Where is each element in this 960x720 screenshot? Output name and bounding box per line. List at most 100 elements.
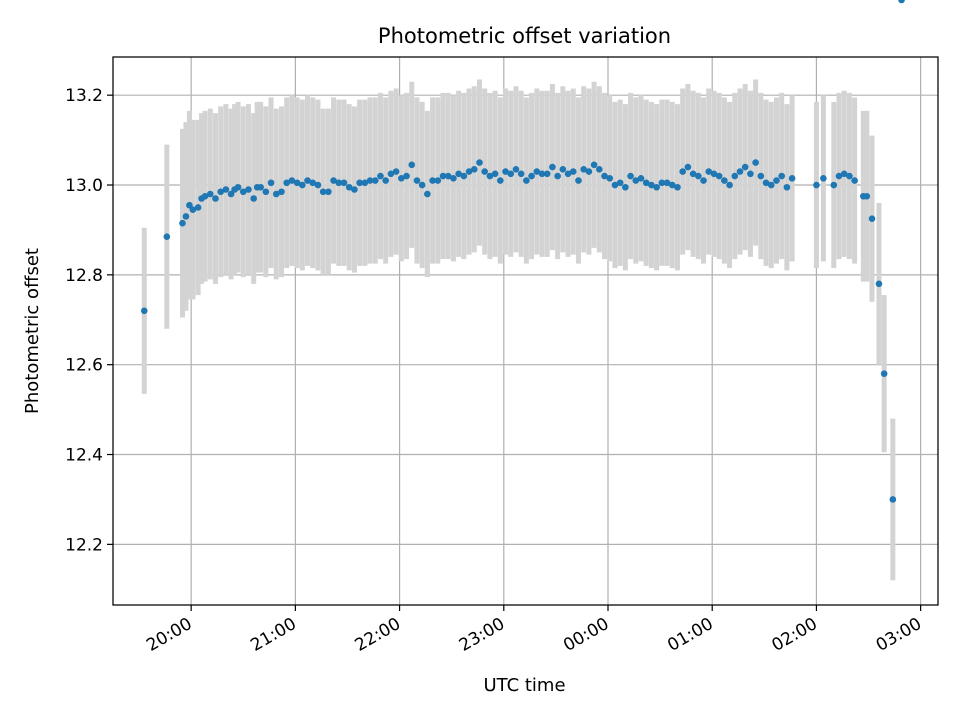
chart-title: Photometric offset variation [378, 24, 671, 48]
data-point [813, 181, 820, 189]
data-point [314, 181, 322, 189]
data-point [663, 179, 671, 187]
data-point [533, 168, 541, 175]
data-point [194, 204, 202, 211]
data-point [222, 186, 230, 193]
data-point [835, 172, 843, 180]
data-point [741, 163, 749, 171]
data-point [460, 172, 468, 180]
x-tick-label: 02:00 [768, 614, 820, 656]
data-point [710, 170, 718, 178]
data-point [736, 168, 744, 175]
data-point [851, 177, 858, 184]
data-point [371, 177, 379, 184]
data-point [403, 172, 410, 180]
data-point [757, 172, 765, 180]
data-point [580, 165, 587, 173]
data-point [486, 172, 494, 180]
data-point [434, 177, 442, 184]
data-point [820, 174, 827, 182]
data-point [564, 170, 572, 178]
data-point [299, 181, 306, 189]
data-point [491, 170, 499, 178]
data-point [408, 161, 416, 169]
data-point [700, 177, 707, 184]
data-point [444, 172, 452, 180]
data-point [783, 183, 791, 191]
data-point [335, 179, 343, 187]
data-point [163, 233, 171, 240]
data-point [319, 188, 327, 196]
data-point [507, 170, 515, 178]
y-axis-ticks: 12.2 12.4 12.6 12.8 13.0 13.2 [65, 86, 113, 555]
data-point [361, 179, 369, 187]
data-point [182, 213, 190, 220]
data-point [212, 195, 219, 202]
data-point [627, 172, 634, 180]
data-point [559, 165, 567, 173]
data-point [726, 181, 733, 189]
data-point [674, 183, 681, 191]
data-point [747, 170, 754, 178]
x-tick-label: 03:00 [873, 614, 925, 656]
x-axis-ticks: 20:00 21:00 22:00 23:00 00:00 01:00 02:00 03:00 [143, 605, 925, 656]
plot-frame [112, 56, 939, 606]
data-point [528, 172, 535, 180]
data-point [695, 172, 702, 180]
data-point [465, 168, 473, 175]
data-point [413, 177, 421, 184]
data-point [689, 170, 697, 178]
data-point [767, 181, 775, 189]
data-point [366, 177, 374, 184]
x-tick-label: 21:00 [247, 614, 299, 656]
data-point [227, 190, 235, 198]
data-point [455, 170, 462, 178]
data-point [773, 177, 780, 184]
data-point [840, 170, 848, 178]
data-point [830, 181, 838, 189]
data-point [653, 183, 660, 191]
y-tick-label: 12.4 [65, 446, 103, 466]
points-layer [140, 0, 905, 503]
data-point [752, 159, 759, 166]
data-point [257, 183, 264, 191]
data-point [637, 174, 645, 182]
data-point [502, 168, 509, 175]
x-tick-label: 23:00 [456, 614, 508, 656]
data-point [267, 179, 275, 187]
data-point [898, 0, 905, 4]
data-point [140, 307, 148, 315]
data-point [330, 177, 337, 184]
data-point [497, 177, 504, 184]
data-point [778, 172, 785, 180]
data-point [788, 174, 796, 182]
data-point [517, 170, 525, 178]
data-point [186, 201, 193, 209]
data-point [470, 165, 478, 173]
data-point [217, 188, 224, 196]
data-point [351, 186, 358, 193]
data-point [538, 170, 546, 178]
y-tick-label: 12.2 [65, 535, 103, 555]
data-point [762, 179, 770, 187]
data-point [863, 192, 871, 200]
data-point [450, 174, 457, 182]
data-point [705, 168, 713, 175]
data-point [304, 177, 311, 184]
x-axis-label: UTC time [483, 675, 565, 696]
data-point [201, 192, 209, 200]
x-tick-label: 00:00 [560, 614, 612, 656]
data-point [679, 168, 686, 175]
data-point [569, 168, 577, 175]
y-tick-label: 13.2 [65, 86, 103, 106]
data-point [239, 188, 247, 196]
data-point [611, 181, 619, 189]
data-point [283, 179, 290, 187]
data-point [206, 190, 214, 198]
y-axis-label: Photometric offset [22, 248, 43, 414]
data-point [658, 179, 666, 187]
data-point [601, 172, 608, 180]
data-point [481, 168, 488, 175]
data-point [880, 370, 888, 377]
